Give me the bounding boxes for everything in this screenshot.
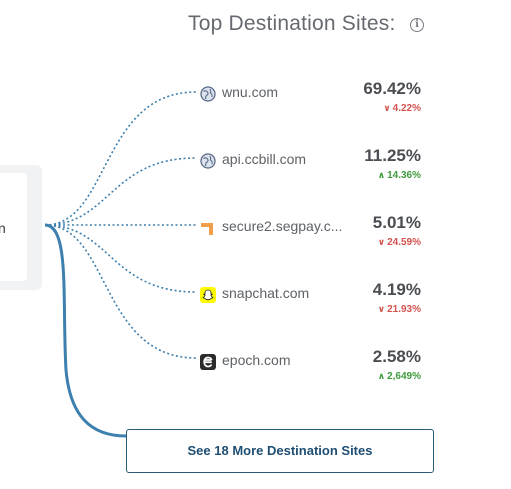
site-change-value: 2,649% — [387, 371, 421, 382]
snapchat-logo-icon — [200, 287, 216, 303]
site-name[interactable]: api.ccbill.com — [222, 151, 307, 167]
source-label: n — [0, 220, 6, 236]
connector-line-1 — [44, 91, 197, 226]
site-change-value: 14.36% — [387, 170, 421, 181]
segpay-logo-icon — [201, 223, 213, 235]
site-share: 69.42% — [363, 79, 421, 98]
site-row-segpay[interactable]: secure2.segpay.c... 5.01% ∨ 24.59% — [200, 213, 425, 256]
arrow-up-icon: ∧ — [377, 170, 386, 180]
site-change-value: 24.59% — [387, 237, 421, 248]
globe-icon — [200, 86, 216, 102]
connector-line-2 — [44, 157, 197, 226]
site-share: 2.58% — [372, 347, 421, 366]
site-change: ∧ 2,649% — [378, 371, 421, 382]
site-row-snapchat[interactable]: snapchat.com 4.19% ∨ 21.93% — [200, 280, 425, 323]
arrow-down-icon: ∨ — [377, 304, 386, 314]
globe-icon — [200, 153, 216, 169]
site-change: ∨ 21.93% — [378, 304, 421, 315]
source-card-inner — [0, 173, 27, 281]
arrow-down-icon: ∨ — [383, 103, 391, 113]
site-change-value: 4.22% — [392, 103, 421, 114]
arrow-down-icon: ∨ — [377, 237, 386, 247]
site-row-ccbill[interactable]: api.ccbill.com 11.25% ∧ 14.36% — [200, 146, 425, 189]
see-more-destinations-button[interactable]: See 18 More Destination Sites — [126, 429, 434, 473]
arrow-up-icon: ∧ — [377, 371, 386, 381]
info-icon[interactable]: i — [410, 18, 424, 32]
site-row-wnu[interactable]: wnu.com 69.42% ∨ 4.22% — [200, 79, 425, 122]
site-change-value: 21.93% — [387, 304, 421, 315]
site-name[interactable]: snapchat.com — [222, 285, 310, 301]
site-share: 5.01% — [372, 213, 421, 232]
site-change: ∨ 24.59% — [378, 237, 421, 248]
site-name[interactable]: secure2.segpay.c... — [222, 218, 343, 234]
site-change: ∨ 4.22% — [383, 103, 421, 114]
epoch-logo-icon — [200, 354, 216, 370]
connector-line-4 — [44, 224, 197, 293]
site-change: ∧ 14.36% — [378, 170, 421, 181]
panel-title: Top Destination Sites: — [188, 12, 396, 35]
site-row-epoch[interactable]: epoch.com 2.58% ∧ 2,649% — [200, 347, 425, 390]
source-card — [0, 165, 42, 290]
connector-line-more — [44, 223, 127, 438]
site-share: 4.19% — [372, 280, 421, 299]
site-name[interactable]: wnu.com — [222, 84, 279, 100]
connector-line-5 — [44, 224, 197, 359]
site-name[interactable]: epoch.com — [222, 352, 291, 368]
site-share: 11.25% — [364, 146, 421, 165]
